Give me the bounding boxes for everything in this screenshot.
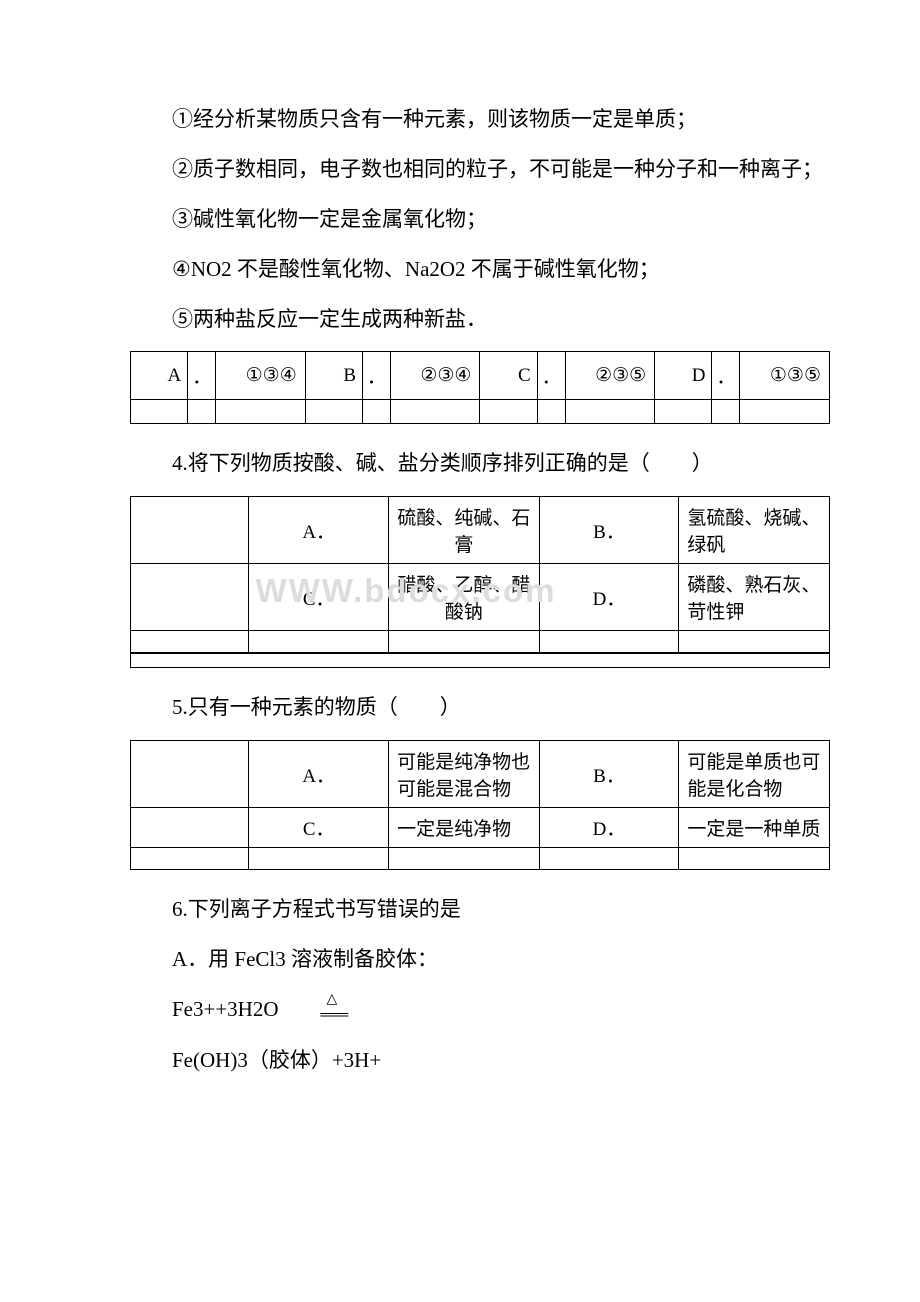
q3-statement-4: ④NO2 不是酸性氧化物、Na2O2 不属于碱性氧化物；: [130, 250, 830, 290]
table-row: WWW.bdocx.com C． 醋酸、乙醇、醋酸钠 D． 磷酸、熟石灰、苛性钾: [131, 564, 830, 631]
option-c-dot: ．: [537, 352, 565, 400]
option-c-text: 醋酸、乙醇、醋酸钠: [389, 564, 540, 631]
option-a-letter: A．: [249, 741, 389, 808]
q6-line-a: A．用 FeCl3 溶液制备胶体：: [130, 940, 830, 980]
q3-statement-3: ③碱性氧化物一定是金属氧化物；: [130, 200, 830, 240]
blank-cell: [131, 808, 249, 848]
blank-cell: WWW.bdocx.com: [131, 564, 249, 631]
q5-options-table: A． 可能是纯净物也可能是混合物 B． 可能是单质也可能是化合物 C． 一定是纯…: [130, 740, 830, 870]
table-empty-row: [131, 631, 830, 653]
table-row: A． 可能是纯净物也可能是混合物 B． 可能是单质也可能是化合物: [131, 741, 830, 808]
option-d-text: 一定是一种单质: [679, 808, 830, 848]
option-b-letter: B．: [539, 741, 679, 808]
table-row: A． 硫酸、纯碱、石膏 B． 氢硫酸、烧碱、绿矾: [131, 497, 830, 564]
blank-cell: [131, 741, 249, 808]
option-b-letter: B: [305, 352, 362, 400]
q6-equation-2: Fe(OH)3（胶体）+3H+: [130, 1041, 830, 1081]
option-d-text: 磷酸、熟石灰、苛性钾: [679, 564, 830, 631]
option-b-text: 氢硫酸、烧碱、绿矾: [679, 497, 830, 564]
q3-options-table: A ． ①③④ B ． ②③④ C ． ②③⑤ D ． ①③⑤: [130, 351, 830, 424]
option-c-text: 一定是纯净物: [389, 808, 540, 848]
option-c-letter: C．: [249, 564, 389, 631]
table-row: A ． ①③④ B ． ②③④ C ． ②③⑤ D ． ①③⑤: [131, 352, 830, 400]
table-empty-row: [131, 848, 830, 870]
q5-question: 5.只有一种元素的物质（ ）: [130, 688, 830, 728]
q4-options-table: A． 硫酸、纯碱、石膏 B． 氢硫酸、烧碱、绿矾 WWW.bdocx.com C…: [130, 496, 830, 653]
option-d-answer: ①③⑤: [740, 352, 830, 400]
option-b-answer: ②③④: [391, 352, 480, 400]
blank-cell: [131, 497, 249, 564]
option-a-dot: ．: [188, 352, 216, 400]
option-c-letter: C．: [249, 808, 389, 848]
option-a-answer: ①③④: [216, 352, 305, 400]
option-d-dot: ．: [712, 352, 740, 400]
eq1-text: Fe3++3H2O: [172, 997, 279, 1021]
option-a-letter: A．: [249, 497, 389, 564]
reaction-condition-icon: △═══: [279, 991, 332, 1031]
option-b-text: 可能是单质也可能是化合物: [679, 741, 830, 808]
q4-question: 4.将下列物质按酸、碱、盐分类顺序排列正确的是（ ）: [130, 444, 830, 484]
table-empty-row: [131, 654, 830, 668]
option-b-dot: ．: [363, 352, 391, 400]
option-d-letter: D．: [539, 564, 679, 631]
q6-equation-1: Fe3++3H2O△═══: [130, 990, 830, 1031]
option-d-letter: D．: [539, 808, 679, 848]
q3-statement-2: ②质子数相同，电子数也相同的粒子，不可能是一种分子和一种离子；: [130, 150, 830, 190]
option-b-letter: B．: [539, 497, 679, 564]
option-a-text: 硫酸、纯碱、石膏: [389, 497, 540, 564]
option-a-letter: A: [131, 352, 188, 400]
option-a-text: 可能是纯净物也可能是混合物: [389, 741, 540, 808]
q4-outer-border: [130, 653, 830, 668]
option-c-answer: ②③⑤: [565, 352, 654, 400]
q6-question: 6.下列离子方程式书写错误的是: [130, 890, 830, 930]
q3-statement-1: ①经分析某物质只含有一种元素，则该物质一定是单质；: [130, 100, 830, 140]
table-row: C． 一定是纯净物 D． 一定是一种单质: [131, 808, 830, 848]
table-empty-row: [131, 400, 830, 424]
option-d-letter: D: [655, 352, 712, 400]
q3-statement-5: ⑤两种盐反应一定生成两种新盐．: [130, 300, 830, 340]
option-c-letter: C: [480, 352, 537, 400]
